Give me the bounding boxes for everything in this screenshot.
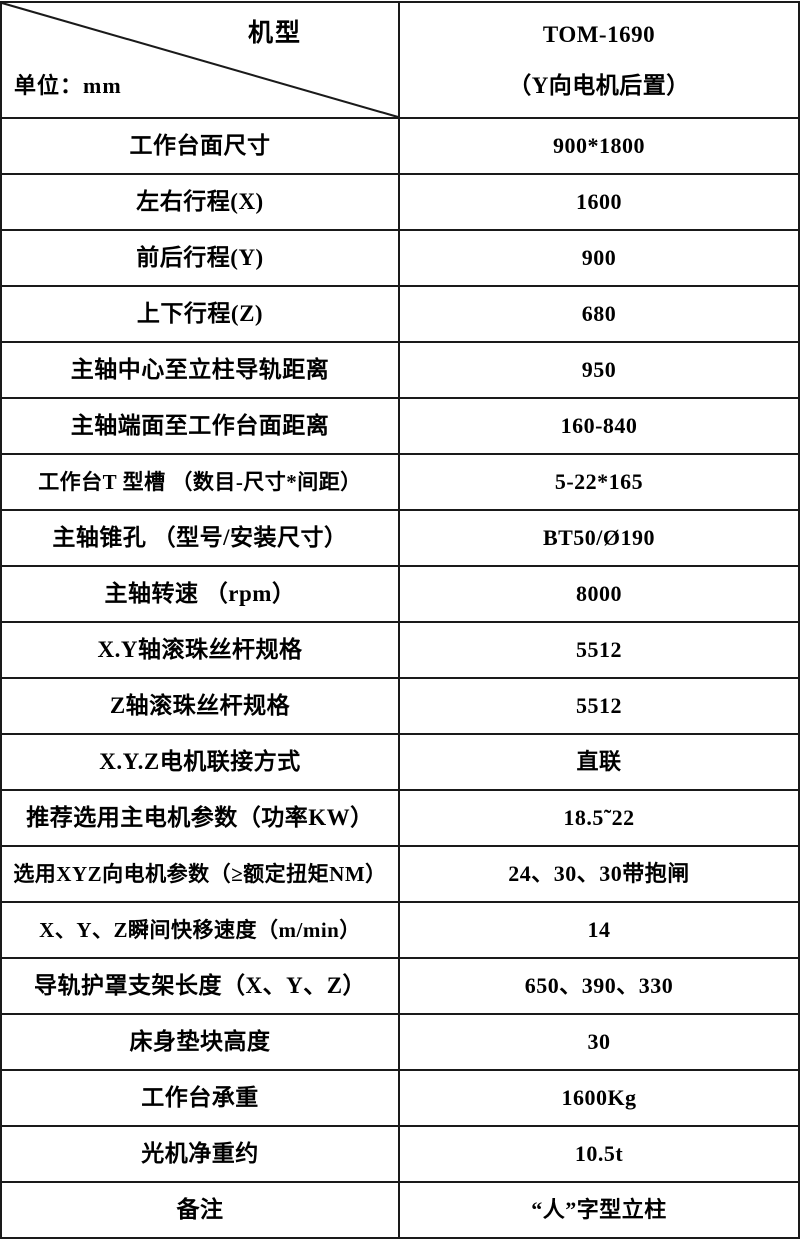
table-row: X、Y、Z瞬间快移速度（m/min） 14 (0, 901, 800, 959)
table-row: 推荐选用主电机参数（功率KW） 18.5˜22 (0, 789, 800, 847)
spec-label: X.Y轴滚珠丝杆规格 (0, 621, 400, 679)
header-model-label: 机型 (247, 20, 302, 47)
header-model-value-cell: TOM-1690 （Y向电机后置） (398, 1, 800, 119)
spec-value: 650、390、330 (398, 957, 800, 1015)
spec-value: 160-840 (398, 397, 800, 455)
spec-label: Z轴滚珠丝杆规格 (0, 677, 400, 735)
table-row: 前后行程(Y) 900 (0, 229, 800, 287)
spec-value: 30 (398, 1013, 800, 1071)
table-row: 工作台承重 1600Kg (0, 1069, 800, 1127)
table-row: 床身垫块高度 30 (0, 1013, 800, 1071)
table-row: 工作台T 型槽 （数目-尺寸*间距） 5-22*165 (0, 453, 800, 511)
spec-label: 主轴中心至立柱导轨距离 (0, 341, 400, 399)
spec-value: 直联 (398, 733, 800, 791)
table-row: X.Y轴滚珠丝杆规格 5512 (0, 621, 800, 679)
spec-label: 主轴转速 （rpm） (0, 565, 400, 623)
table-row: 工作台面尺寸 900*1800 (0, 117, 800, 175)
spec-value: 5-22*165 (398, 453, 800, 511)
table-row: X.Y.Z电机联接方式 直联 (0, 733, 800, 791)
diagonal-divider-icon (3, 4, 397, 116)
table-row: 上下行程(Z) 680 (0, 285, 800, 343)
spec-label: 工作台T 型槽 （数目-尺寸*间距） (0, 453, 400, 511)
spec-label: 床身垫块高度 (0, 1013, 400, 1071)
spec-label: 左右行程(X) (0, 173, 400, 231)
spec-value: 1600Kg (398, 1069, 800, 1127)
spec-value: 900 (398, 229, 800, 287)
model-note: （Y向电机后置） (508, 73, 690, 98)
spec-label: 光机净重约 (0, 1125, 400, 1183)
table-row: 主轴端面至工作台面距离 160-840 (0, 397, 800, 455)
spec-value: 14 (398, 901, 800, 959)
table-row: Z轴滚珠丝杆规格 5512 (0, 677, 800, 735)
spec-value: 680 (398, 285, 800, 343)
header-unit-label: 单位：mm (14, 73, 122, 99)
model-name: TOM-1690 (542, 21, 656, 47)
spec-value: 18.5˜22 (398, 789, 800, 847)
spec-label: 主轴锥孔 （型号/安装尺寸） (0, 509, 400, 567)
spec-label: 导轨护罩支架长度（X、Y、Z） (0, 957, 400, 1015)
spec-value: 5512 (398, 621, 800, 679)
table-row: 光机净重约 10.5t (0, 1125, 800, 1183)
spec-label: 主轴端面至工作台面距离 (0, 397, 400, 455)
table-row: 主轴中心至立柱导轨距离 950 (0, 341, 800, 399)
spec-value: BT50/Ø190 (398, 509, 800, 567)
spec-value: 900*1800 (398, 117, 800, 175)
spec-label: X.Y.Z电机联接方式 (0, 733, 400, 791)
spec-label: X、Y、Z瞬间快移速度（m/min） (0, 901, 400, 959)
spec-value: 1600 (398, 173, 800, 231)
spec-label: 前后行程(Y) (0, 229, 400, 287)
header-corner-cell: 机型 单位：mm (0, 1, 400, 119)
spec-label: 工作台面尺寸 (0, 117, 400, 175)
spec-label: 工作台承重 (0, 1069, 400, 1127)
spec-label: 推荐选用主电机参数（功率KW） (0, 789, 400, 847)
table-row: 导轨护罩支架长度（X、Y、Z） 650、390、330 (0, 957, 800, 1015)
spec-value: 5512 (398, 677, 800, 735)
spec-label: 选用XYZ向电机参数（≥额定扭矩NM） (0, 845, 400, 903)
table-row: 主轴锥孔 （型号/安装尺寸） BT50/Ø190 (0, 509, 800, 567)
spec-value: “人”字型立柱 (398, 1181, 800, 1239)
table-row: 主轴转速 （rpm） 8000 (0, 565, 800, 623)
table-row: 选用XYZ向电机参数（≥额定扭矩NM） 24、30、30带抱闸 (0, 845, 800, 903)
table-header-row: 机型 单位：mm TOM-1690 （Y向电机后置） (0, 1, 800, 119)
spec-label: 备注 (0, 1181, 400, 1239)
spec-value: 10.5t (398, 1125, 800, 1183)
spec-value: 950 (398, 341, 800, 399)
table-row: 备注 “人”字型立柱 (0, 1181, 800, 1239)
table-row: 左右行程(X) 1600 (0, 173, 800, 231)
spec-label: 上下行程(Z) (0, 285, 400, 343)
spec-value: 24、30、30带抱闸 (398, 845, 800, 903)
spec-value: 8000 (398, 565, 800, 623)
